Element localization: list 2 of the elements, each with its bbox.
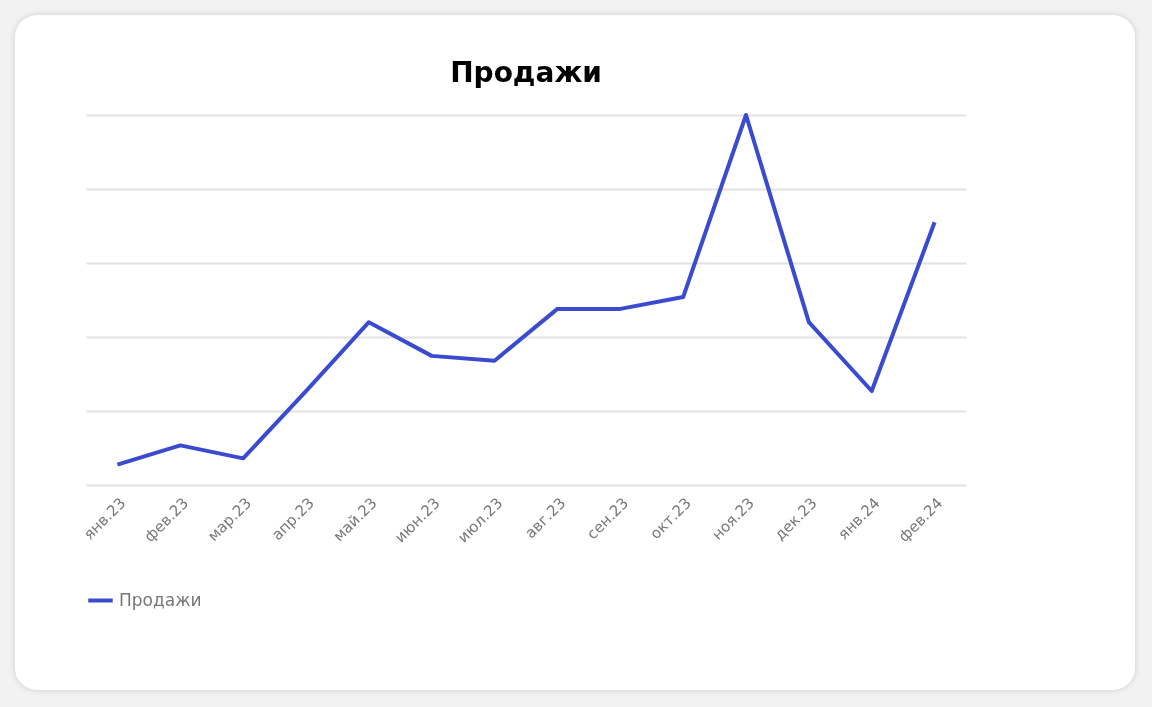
- legend-label: Продажи: [119, 589, 202, 610]
- chart-title: Продажи: [450, 56, 602, 89]
